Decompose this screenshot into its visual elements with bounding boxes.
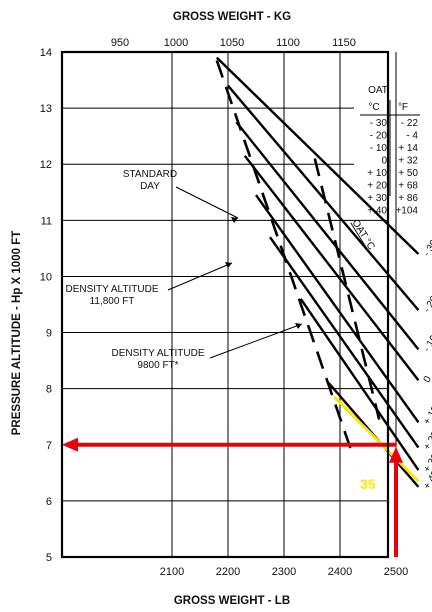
oat-table-header: °C xyxy=(368,102,379,113)
annotation-text: STANDARD xyxy=(123,169,177,180)
oat-table-cell: + 10 xyxy=(367,168,387,179)
oat-line-label: + 40 xyxy=(422,469,432,492)
annotation-text: DAY xyxy=(140,181,160,192)
plot-frame xyxy=(60,50,390,559)
oat-line xyxy=(243,155,420,381)
oat-line xyxy=(269,236,420,449)
annotation-arrowhead xyxy=(295,323,302,329)
oat-table-cell: 0 xyxy=(381,156,387,167)
oat-table-cell: + 32 xyxy=(398,156,418,167)
y-tick-label: 8 xyxy=(46,384,52,396)
kg-tick-label: 1150 xyxy=(332,37,356,49)
kg-tick-label: 1000 xyxy=(164,37,188,49)
annotation-pointer xyxy=(175,186,239,219)
density-curve xyxy=(313,158,381,420)
oat-table-cell: - 20 xyxy=(370,131,388,142)
oat-table-cell: + 86 xyxy=(398,193,418,204)
chart-top-title: GROSS WEIGHT - KG xyxy=(173,11,291,23)
annotation-pointer xyxy=(209,323,303,359)
y-tick-label: 13 xyxy=(40,103,52,115)
y-tick-label: 5 xyxy=(46,552,52,564)
y-tick-label: 10 xyxy=(40,271,52,283)
oat-table-cell: + 40 xyxy=(367,206,387,217)
kg-tick-label: 950 xyxy=(111,37,129,49)
highlight-oat-label: 35 xyxy=(360,476,376,492)
oat-line xyxy=(299,298,420,471)
x-tick-label: 2400 xyxy=(328,566,352,578)
oat-line-label: - 30 xyxy=(422,238,432,259)
y-tick-label: 12 xyxy=(40,159,52,171)
x-axis-label: GROSS WEIGHT - LB xyxy=(174,595,290,607)
annotation-text: 9800 FT* xyxy=(137,360,178,371)
oat-line-label: + 10 xyxy=(422,404,432,427)
y-tick-label: 11 xyxy=(41,215,52,227)
altitude-arrowhead xyxy=(62,437,78,452)
annotation-text: DENSITY ALTITUDE xyxy=(112,348,205,359)
density-curve xyxy=(215,59,353,451)
oat-table-cell: - 4 xyxy=(406,131,418,142)
weight-arrowhead xyxy=(389,446,403,463)
oat-table-cell: - 22 xyxy=(401,118,419,129)
oat-line-label: + 20 xyxy=(422,429,432,452)
y-tick-label: 14 xyxy=(40,47,52,59)
annotation-text: 11,800 FT xyxy=(90,296,135,307)
y-axis-label: PRESSURE ALTITUDE - Hp X 1000 FT xyxy=(11,231,23,435)
kg-tick-label: 1100 xyxy=(276,37,300,49)
x-tick-label: 2200 xyxy=(216,566,240,578)
oat-line-label: + 30 xyxy=(422,452,432,475)
annotation-pointer xyxy=(167,262,233,291)
y-tick-label: 6 xyxy=(46,496,52,508)
oat-table-cell: + 68 xyxy=(398,181,418,192)
annotation-text: DENSITY ALTITUDE xyxy=(66,284,159,295)
x-tick-label: 2500 xyxy=(384,566,408,578)
oat-table-cell: - 30 xyxy=(370,118,388,129)
oat-table-cell: + 20 xyxy=(367,181,387,192)
oat-line xyxy=(255,194,420,424)
oat-table-title: OAT xyxy=(368,85,388,96)
oat-table-bg xyxy=(354,68,388,190)
oat-line xyxy=(235,121,420,351)
annotation-arrowhead xyxy=(225,262,232,268)
oat-line-label: - 20 xyxy=(422,294,432,315)
annotation-arrowhead xyxy=(231,217,238,223)
oat-table-cell: - 10 xyxy=(370,143,388,154)
oat-line xyxy=(215,56,420,255)
y-tick-label: 9 xyxy=(46,328,52,340)
x-tick-label: 2100 xyxy=(160,566,184,578)
oat-line-label: 0 xyxy=(422,374,432,385)
y-tick-label: 7 xyxy=(46,440,52,452)
oat-table-cell: +104 xyxy=(395,206,418,217)
oat-line-label: - 10 xyxy=(422,333,432,354)
x-tick-label: 2300 xyxy=(272,566,296,578)
oat-table-header: °F xyxy=(398,102,408,113)
oat-table-cell: + 30 xyxy=(367,193,387,204)
oat-table-cell: + 14 xyxy=(398,143,418,154)
highlight-oat-line xyxy=(333,396,420,483)
kg-tick-label: 1050 xyxy=(220,37,244,49)
oat-table-cell: + 50 xyxy=(398,168,418,179)
